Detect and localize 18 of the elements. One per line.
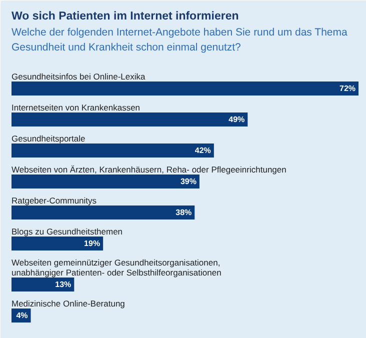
data-label: 72% (339, 84, 356, 93)
data-label: 19% (84, 239, 100, 248)
data-label: 49% (228, 115, 245, 124)
data-label: 4% (16, 311, 28, 320)
chart-subtitle: Welche der folgenden Internet-Angebote haben Sie rund um das Thema Gesundheit und Krankheit schon einmal genutzt? (12, 26, 348, 54)
data-label: 42% (194, 146, 211, 155)
y-tick-label: Internetseiten von Krankenkassen (12, 102, 140, 112)
chart-title: Wo sich Patienten im Internet informieren (12, 10, 239, 22)
y-tick-label: Webseiten von Ärzten, Krankenhäusern, Reha- oder Pflegeeinrichtungen (12, 164, 287, 174)
y-tick-label: Webseiten gemeinnütziger Gesundheitsorganisationen, unabhängiger Patienten- oder Selbsthilfeorganisationen (12, 258, 222, 278)
y-tick-label: Medizinische Online-Beratung (12, 298, 126, 308)
y-tick-label: Gesundheitsinfos bei Online-Lexika (12, 72, 146, 82)
y-tick-label: Blogs zu Gesundheitsthemen (12, 226, 123, 236)
y-tick-label: Gesundheitsportale (12, 134, 86, 144)
data-label: 38% (176, 208, 192, 217)
y-tick-label: Ratgeber-Communitys (12, 196, 97, 206)
data-label: 13% (55, 280, 72, 289)
data-label: 39% (180, 177, 196, 186)
